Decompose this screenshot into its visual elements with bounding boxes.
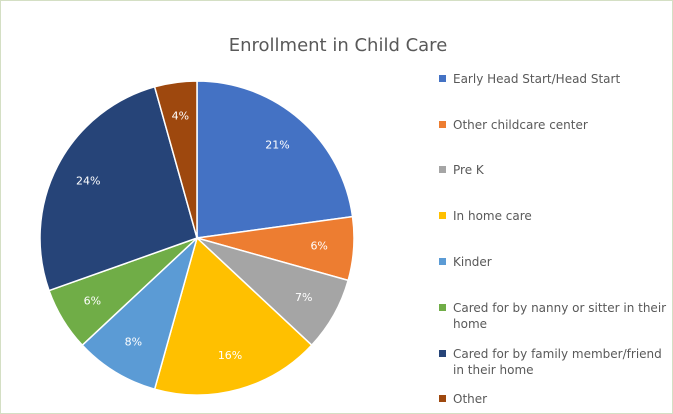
legend-item: Other childcare center [439, 117, 667, 133]
legend-swatch [439, 75, 446, 82]
legend-label: Early Head Start/Head Start [453, 72, 621, 86]
pie-slice [153, 80, 198, 239]
legend-label: Other childcare center [453, 118, 588, 132]
data-label: 6% [310, 239, 327, 252]
pie-slice [81, 235, 199, 391]
legend-label: Other [453, 392, 488, 406]
legend-label: In home care [453, 209, 532, 223]
legend-swatch [439, 395, 446, 402]
legend-swatch [439, 166, 446, 173]
legend-swatch [439, 258, 446, 265]
legend-label: Pre K [453, 163, 484, 177]
data-label: 16% [218, 349, 242, 362]
legend-swatch [439, 212, 446, 219]
chart-title: Enrollment in Child Care [229, 35, 448, 56]
data-label: 7% [295, 291, 312, 304]
legend-swatch [439, 121, 446, 128]
legend-swatch [439, 350, 446, 357]
legend-item: In home care [439, 208, 667, 224]
legend-item: Cared for by family member/friend in the… [439, 346, 667, 378]
legend-swatch [439, 304, 446, 311]
legend-label: Cared for by family member/friend in the… [453, 347, 662, 377]
legend-label: Cared for by nanny or sitter in their ho… [453, 301, 667, 331]
pie-slice [153, 236, 313, 396]
pie-slice [39, 85, 198, 292]
data-label: 8% [125, 336, 142, 349]
data-label: 4% [172, 110, 189, 123]
legend-item: Cared for by nanny or sitter in their ho… [439, 300, 667, 332]
data-label: 21% [265, 139, 289, 152]
legend-label: Kinder [453, 255, 492, 269]
pie-slice [196, 80, 354, 239]
data-label: 6% [84, 295, 101, 308]
legend-item: Early Head Start/Head Start [439, 71, 667, 87]
legend-item: Kinder [439, 254, 667, 270]
data-label: 24% [76, 175, 100, 188]
legend-item: Other [439, 391, 667, 407]
legend-item: Pre K [439, 162, 667, 178]
